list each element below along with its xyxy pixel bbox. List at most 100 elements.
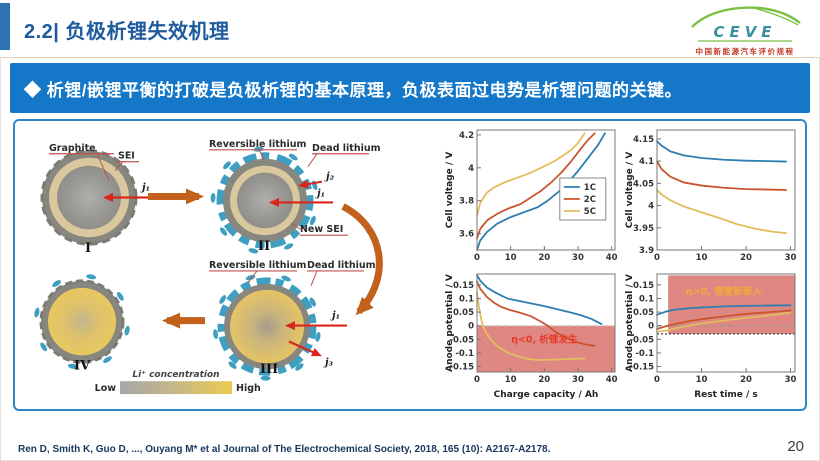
- x-tick-label: 30: [785, 375, 797, 385]
- reversible-lithium-label: Reversible lithium: [209, 139, 307, 150]
- y-tick-label: 4.2: [459, 131, 474, 141]
- y-tick-label: 0.05: [453, 308, 474, 318]
- arrow-stage2-to-stage3: [341, 203, 383, 316]
- y-axis-label: Cell voltage / V: [625, 152, 635, 229]
- diagram-canvas: Graphite SEI j₁ I Reversible lithium De: [34, 139, 383, 395]
- y-tick-label: 4.1: [639, 157, 654, 167]
- legend-label: 5C: [584, 207, 596, 217]
- plot-border: [656, 273, 796, 373]
- leader-line: [96, 153, 110, 181]
- chart-canvas: 0 10 20 30 40 -0.15 -0.1 -0.05 0 0.05 0.1 0.15Anode…: [445, 273, 618, 400]
- lithium-flake-icon: [228, 361, 237, 369]
- legend-label: 1C: [584, 183, 596, 193]
- series-line-1C: [656, 140, 787, 163]
- lithium-flake-icon: [34, 307, 40, 318]
- key-point-banner: ◆ 析锂/嵌锂平衡的打破是负极析锂的基本原理，负极表面过电势是析锂问题的关键。: [10, 63, 810, 113]
- page-title: 2.2| 负极析锂失效机理: [24, 21, 230, 43]
- chart-canvas: 0 10 20 30 40 3.6 3.8 4 4.2 Cell voltage / V 1C 2C 5…: [445, 129, 618, 263]
- stage-3-numeral: III: [260, 362, 278, 377]
- shaded-region: [477, 325, 615, 372]
- lithium-flake-icon: [40, 342, 48, 352]
- j3-current-arrow: [288, 340, 322, 357]
- chart-cell-voltage-vs-capacity: 0 10 20 30 40 3.6 3.8 4 4.2 Cell voltage / V 1C 2C 5…: [443, 123, 623, 267]
- x-tick-label: 0: [654, 375, 660, 385]
- lithium-flake-icon: [219, 227, 228, 236]
- lithium-flake-icon: [223, 161, 231, 170]
- series-line-5C: [656, 189, 787, 235]
- y-tick-label: -0.15: [630, 363, 655, 373]
- leader-line: [310, 270, 318, 287]
- y-tick-label: 0.1: [459, 295, 474, 305]
- lithium-flake-icon: [288, 153, 298, 161]
- x-tick-label: 20: [740, 375, 752, 385]
- dead-lithium-flakes: [213, 274, 321, 381]
- y-axis-label: Anode potential / V: [445, 274, 455, 372]
- x-axis-label: Charge capacity / Ah: [494, 390, 599, 400]
- x-tick-label: 10: [505, 253, 517, 263]
- plating-mechanism-diagram: Graphite SEI j₁ I Reversible lithium De: [17, 123, 443, 407]
- series-line-5C: [476, 292, 586, 361]
- lithium-flake-icon: [253, 146, 264, 152]
- x-tick-label: 30: [572, 375, 584, 385]
- x-tick-label: 10: [696, 375, 708, 385]
- li-concentration-label: Li⁺ concentration: [132, 370, 219, 380]
- series-line-2C: [656, 309, 792, 330]
- stage-1-numeral: I: [85, 241, 91, 256]
- page-number: 20: [787, 438, 804, 455]
- x-tick-label: 10: [696, 253, 708, 263]
- lithium-flake-icon: [213, 329, 219, 340]
- y-tick-label: 4: [468, 164, 474, 174]
- plot-border: [476, 129, 616, 251]
- y-tick-label: -0.15: [450, 363, 475, 373]
- logo-subtitle: 中国新能源汽车评价规程: [695, 47, 795, 56]
- sei-label: SEI: [118, 151, 135, 162]
- x-tick-label: 0: [474, 253, 480, 263]
- lithium-flake-icon: [116, 292, 124, 301]
- j3-label: j₃: [323, 357, 334, 368]
- plot-border: [476, 273, 616, 373]
- ceve-logo: CEVE 中国新能源汽车评价规程: [684, 3, 806, 57]
- y-tick-label: 0: [648, 322, 654, 332]
- header-accent-bar: [0, 3, 10, 50]
- lithium-flake-icon: [124, 325, 130, 336]
- y-tick-label: 3.8: [459, 197, 474, 207]
- x-tick-label: 40: [606, 253, 618, 263]
- lithium-flake-icon: [309, 297, 316, 307]
- reversible-lithium-label: Reversible lithium: [209, 260, 307, 271]
- series-line-2C: [476, 132, 596, 240]
- y-tick-label: -0.1: [455, 349, 474, 359]
- leader-line: [114, 161, 124, 171]
- leader-line: [307, 153, 318, 167]
- annotation-text: η<0, 析锂发生: [511, 334, 578, 346]
- j1-label: j₁: [140, 183, 150, 194]
- lithium-flake-icon: [315, 332, 321, 342]
- lithium-flake-icon: [86, 274, 97, 280]
- y-tick-label: 0.1: [639, 295, 654, 305]
- graphite-label: Graphite: [49, 143, 96, 154]
- y-tick-label: -0.05: [630, 335, 655, 345]
- particle-stage-3: [213, 274, 321, 381]
- y-tick-label: 4: [648, 202, 654, 212]
- charts-grid: 0 10 20 30 40 3.6 3.8 4 4.2 Cell voltage / V 1C 2C 5…: [443, 123, 803, 407]
- j1-label: j₁: [330, 311, 340, 322]
- lithium-flake-icon: [210, 192, 216, 203]
- chart-canvas: 0 10 20 30 3.9 3.95 4 4.05 4.1 4.15 Cell voltage /…: [625, 129, 797, 263]
- car-hood-line-icon: [753, 7, 799, 26]
- stage-2-numeral: II: [258, 239, 270, 254]
- legend-label: 2C: [584, 195, 596, 205]
- y-tick-label: -0.1: [635, 349, 654, 359]
- banner-text: ◆ 析锂/嵌锂平衡的打破是负极析锂的基本原理，负极表面过电势是析锂问题的关键。: [24, 80, 682, 100]
- x-tick-label: 40: [606, 375, 618, 385]
- lithium-flake-icon: [281, 275, 291, 282]
- x-tick-label: 20: [538, 253, 550, 263]
- dead-lithium-flakes: [210, 146, 318, 254]
- concentration-colorbar: [120, 381, 232, 395]
- x-tick-label: 0: [474, 375, 480, 385]
- series-line-5C: [476, 132, 586, 217]
- j2-current-arrow: [298, 179, 323, 189]
- dead-lithium-flakes: [34, 274, 130, 369]
- x-tick-label: 20: [740, 253, 752, 263]
- series-line-1C: [476, 274, 603, 325]
- lithium-flake-icon: [309, 215, 316, 226]
